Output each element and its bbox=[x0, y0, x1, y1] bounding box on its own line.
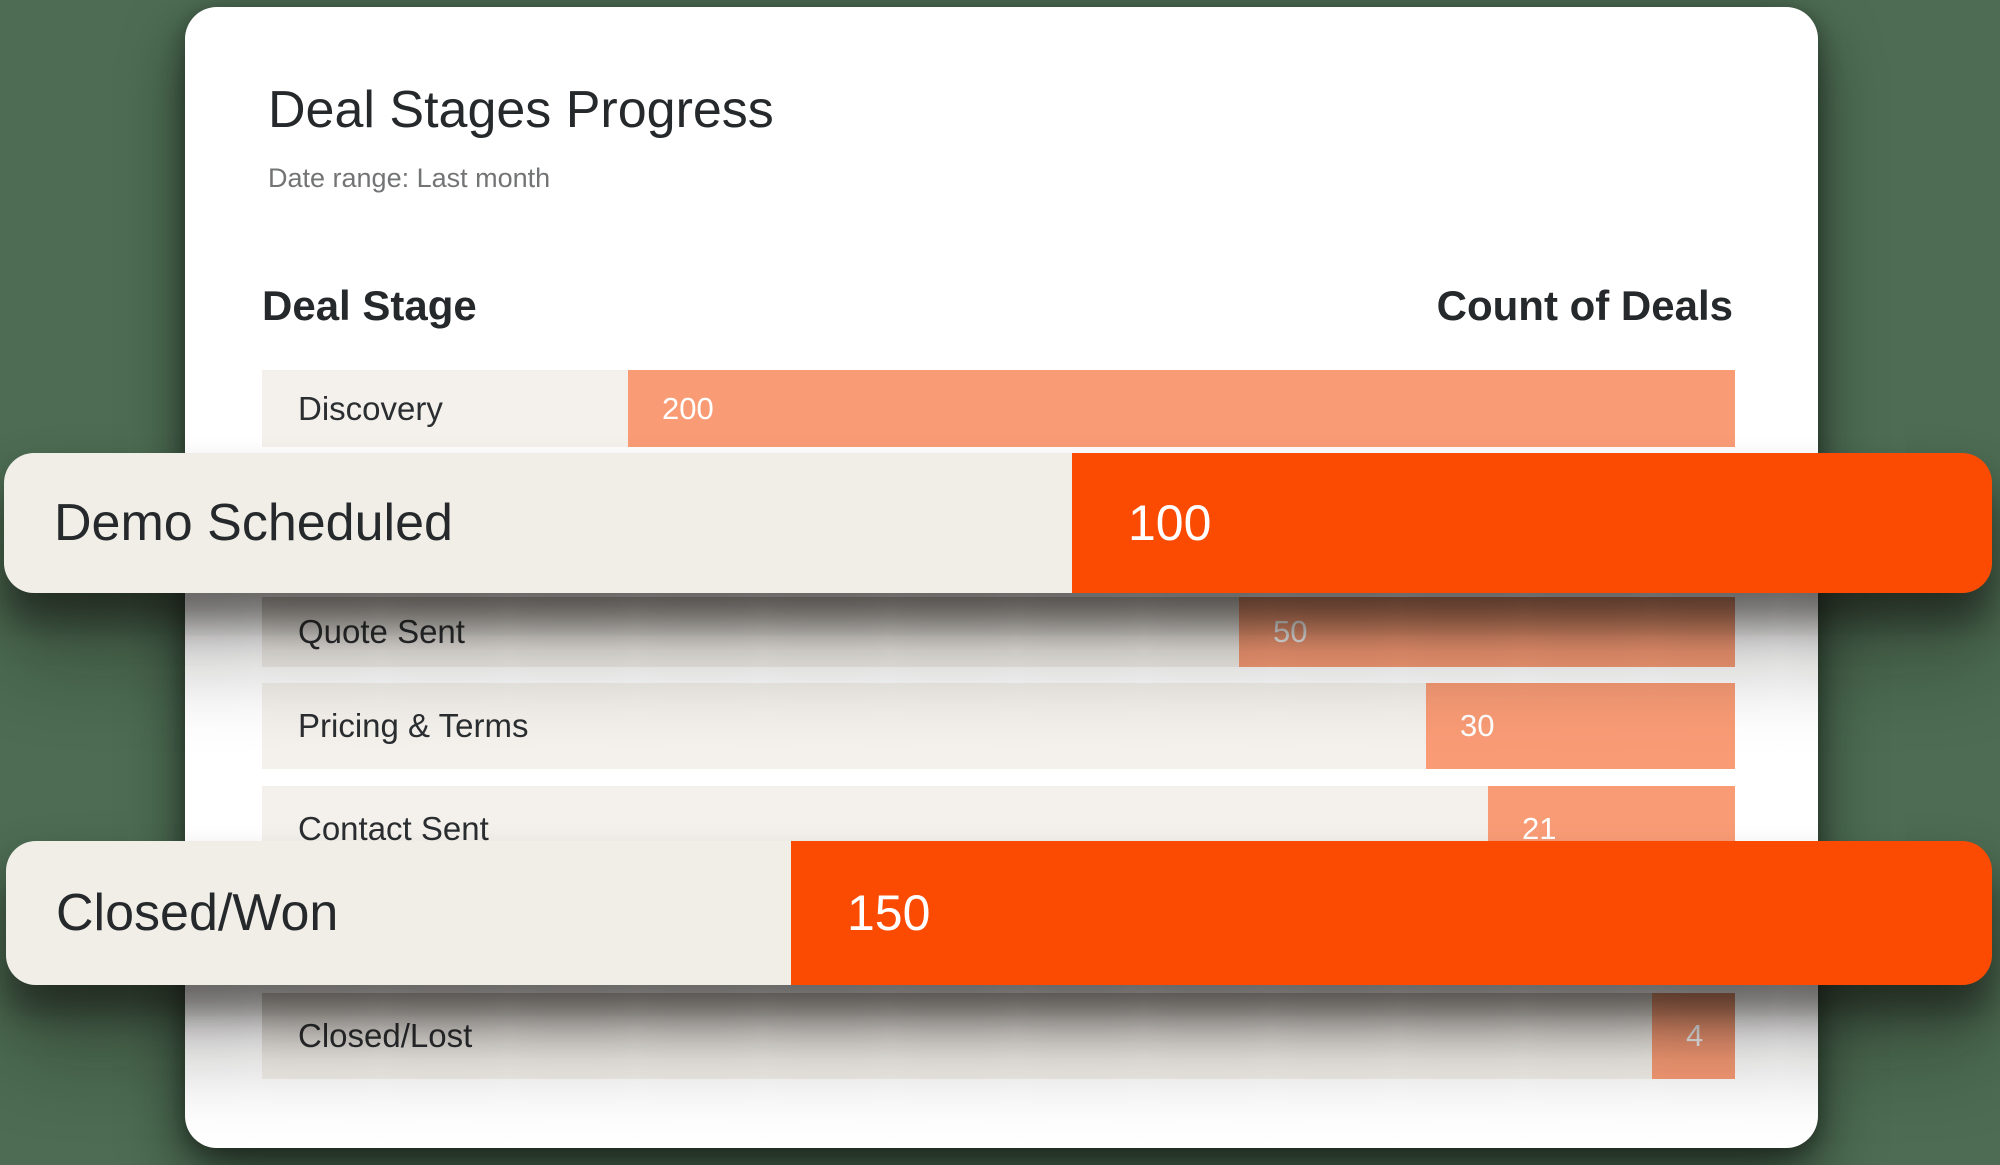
count-bar-highlighted: 150 bbox=[791, 841, 1992, 985]
funnel-row-discovery[interactable]: Discovery 200 bbox=[262, 370, 1735, 447]
count-bar: 30 bbox=[1426, 683, 1735, 769]
count-bar: 200 bbox=[628, 370, 1735, 447]
funnel-row-closed-won-highlighted[interactable]: Closed/Won 150 bbox=[6, 841, 1992, 985]
count-bar-highlighted: 100 bbox=[1072, 453, 1992, 593]
funnel-row-demo-scheduled-highlighted[interactable]: Demo Scheduled 100 bbox=[4, 453, 1992, 593]
stage-label: Demo Scheduled bbox=[4, 453, 1072, 593]
stage-label: Quote Sent bbox=[262, 597, 1239, 667]
date-range-label: Date range: Last month bbox=[268, 163, 551, 193]
column-header-count-of-deals: Count of Deals bbox=[1436, 282, 1733, 329]
count-bar: 50 bbox=[1239, 597, 1735, 667]
funnel-row-closed-lost[interactable]: Closed/Lost 4 bbox=[262, 993, 1735, 1079]
stage-label: Pricing & Terms bbox=[262, 683, 1426, 769]
page-title: Deal Stages Progress bbox=[268, 81, 774, 139]
count-bar: 4 bbox=[1652, 993, 1735, 1079]
funnel-row-pricing-terms[interactable]: Pricing & Terms 30 bbox=[262, 683, 1735, 769]
stage-label: Discovery bbox=[262, 370, 628, 447]
stage-label: Closed/Won bbox=[6, 841, 791, 985]
column-header-deal-stage: Deal Stage bbox=[262, 282, 477, 329]
funnel-row-quote-sent[interactable]: Quote Sent 50 bbox=[262, 597, 1735, 667]
stage-label: Closed/Lost bbox=[262, 993, 1652, 1079]
